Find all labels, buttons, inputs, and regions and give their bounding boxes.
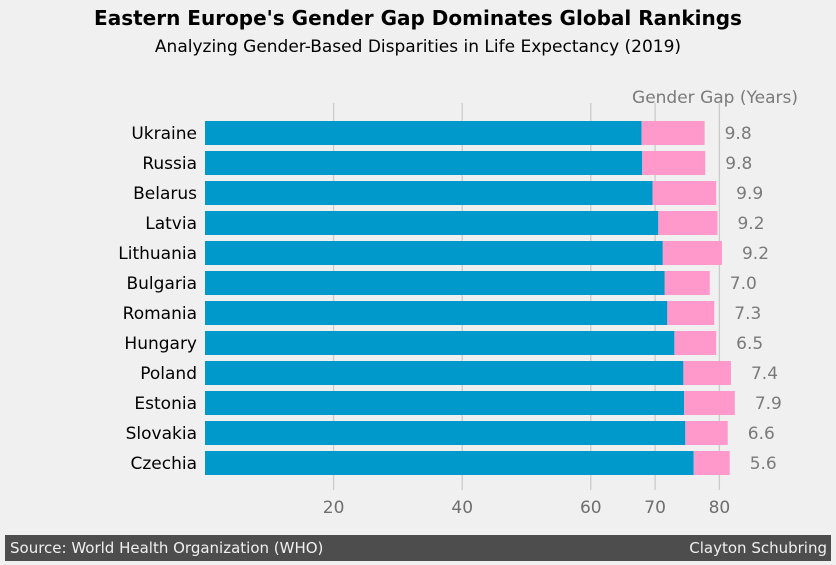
gap-value-label: 9.9 <box>736 184 763 204</box>
bar-gap <box>658 211 718 235</box>
x-tick-label: 40 <box>451 498 473 518</box>
gap-header: Gender Gap (Years) <box>632 88 798 108</box>
bar-chart: 20 40 60 70 80 Ukraine 9.8 Russia 9.8 Belarus 9.9 L… <box>118 88 798 518</box>
category-label: Belarus <box>133 184 197 204</box>
category-label: Russia <box>142 154 197 174</box>
gap-value-label: 5.6 <box>750 454 777 474</box>
source-credit: Source: World Health Organization (WHO) <box>10 539 324 557</box>
x-tick-label: 80 <box>709 498 731 518</box>
x-tick-label: 70 <box>644 498 666 518</box>
bar-gap <box>683 361 731 385</box>
bar-male <box>205 241 663 265</box>
bar-male <box>205 361 684 385</box>
bar-male <box>205 391 685 415</box>
category-label: Latvia <box>145 214 197 234</box>
category-label: Ukraine <box>131 124 197 144</box>
category-label: Lithuania <box>118 244 197 264</box>
bar-gap <box>685 421 728 445</box>
chart-title: Eastern Europe's Gender Gap Dominates Gl… <box>94 6 742 30</box>
x-tick-label: 20 <box>323 498 345 518</box>
gap-value-label: 7.4 <box>751 364 778 384</box>
x-tick-label: 60 <box>580 498 602 518</box>
category-label: Poland <box>140 364 197 384</box>
bar-male <box>205 301 668 325</box>
bar-male <box>205 451 694 475</box>
bar-gap <box>641 121 705 145</box>
bar-gap <box>693 451 730 475</box>
bar-gap <box>684 391 735 415</box>
gap-value-label: 9.2 <box>742 244 769 264</box>
bar-gap <box>652 181 717 205</box>
gap-value-label: 9.8 <box>725 154 752 174</box>
bar-male <box>205 421 686 445</box>
bar-gap <box>664 271 710 295</box>
gap-value-label: 7.0 <box>730 274 757 294</box>
bar-male <box>205 151 643 175</box>
bar-male <box>205 331 675 355</box>
author-credit: Clayton Schubring <box>689 539 827 557</box>
category-label: Czechia <box>130 454 197 474</box>
category-label: Hungary <box>124 334 197 354</box>
bar-male <box>205 121 642 145</box>
bar-male <box>205 181 653 205</box>
chart-subtitle: Analyzing Gender-Based Disparities in Li… <box>154 37 682 57</box>
gap-value-label: 6.5 <box>736 334 763 354</box>
bar-male <box>205 271 665 295</box>
bar-gap <box>667 301 715 325</box>
gap-value-label: 9.2 <box>737 214 764 234</box>
bar-gap <box>642 151 706 175</box>
gap-value-label: 7.9 <box>755 394 782 414</box>
bar-gap <box>662 241 722 265</box>
footer-bar: Source: World Health Organization (WHO) … <box>5 535 831 561</box>
bar-gap <box>674 331 717 355</box>
category-label: Bulgaria <box>127 274 198 294</box>
category-label: Estonia <box>134 394 197 414</box>
bar-male <box>205 211 659 235</box>
gap-value-label: 9.8 <box>725 124 752 144</box>
gap-value-label: 7.3 <box>734 304 761 324</box>
gap-value-label: 6.6 <box>748 424 775 444</box>
category-label: Slovakia <box>126 424 197 444</box>
category-label: Romania <box>123 304 197 324</box>
